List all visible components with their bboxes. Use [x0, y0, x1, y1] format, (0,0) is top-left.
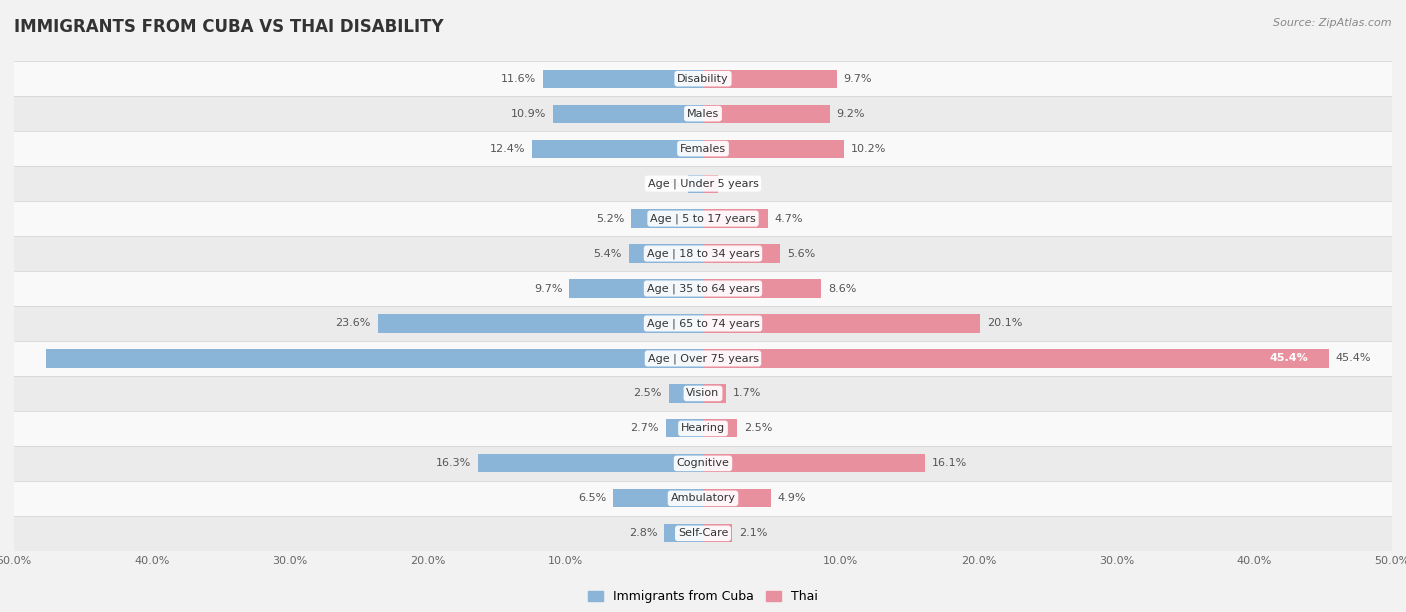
Bar — [628, 244, 703, 263]
Bar — [14, 166, 1392, 201]
Text: 2.5%: 2.5% — [633, 389, 662, 398]
Text: Ambulatory: Ambulatory — [671, 493, 735, 503]
Text: 11.6%: 11.6% — [501, 73, 536, 84]
Bar — [478, 454, 703, 472]
Text: 5.2%: 5.2% — [596, 214, 624, 223]
Bar — [14, 446, 1392, 481]
Text: 4.7%: 4.7% — [775, 214, 803, 223]
Bar — [14, 131, 1392, 166]
Bar — [14, 236, 1392, 271]
Legend: Immigrants from Cuba, Thai: Immigrants from Cuba, Thai — [583, 585, 823, 608]
Text: Age | 35 to 64 years: Age | 35 to 64 years — [647, 283, 759, 294]
Text: 16.3%: 16.3% — [436, 458, 471, 468]
Text: 6.5%: 6.5% — [578, 493, 606, 503]
Text: 9.7%: 9.7% — [844, 73, 872, 84]
Bar — [703, 315, 980, 332]
Text: Males: Males — [688, 109, 718, 119]
Bar — [613, 489, 703, 507]
Text: 1.7%: 1.7% — [734, 389, 762, 398]
Text: 2.1%: 2.1% — [738, 528, 768, 539]
Bar — [666, 419, 703, 438]
Text: Age | Under 5 years: Age | Under 5 years — [648, 178, 758, 189]
Bar — [14, 61, 1392, 96]
Bar — [569, 280, 703, 297]
Text: 12.4%: 12.4% — [489, 144, 526, 154]
Bar — [703, 209, 768, 228]
Bar — [703, 489, 770, 507]
Bar — [703, 105, 830, 123]
Text: 1.1%: 1.1% — [725, 179, 754, 188]
Text: 9.2%: 9.2% — [837, 109, 865, 119]
Text: Self-Care: Self-Care — [678, 528, 728, 539]
Bar — [688, 174, 703, 193]
Bar — [703, 454, 925, 472]
Text: Source: ZipAtlas.com: Source: ZipAtlas.com — [1274, 18, 1392, 28]
Bar — [665, 524, 703, 542]
Bar — [703, 174, 718, 193]
Bar — [14, 376, 1392, 411]
Text: 5.4%: 5.4% — [593, 248, 621, 258]
Text: 9.7%: 9.7% — [534, 283, 562, 294]
Text: 4.9%: 4.9% — [778, 493, 806, 503]
Bar — [703, 524, 733, 542]
Text: 16.1%: 16.1% — [932, 458, 967, 468]
Text: Age | 18 to 34 years: Age | 18 to 34 years — [647, 248, 759, 259]
Text: 45.4%: 45.4% — [1336, 354, 1371, 364]
Text: Age | Over 75 years: Age | Over 75 years — [648, 353, 758, 364]
Text: 20.1%: 20.1% — [987, 318, 1022, 329]
Bar — [14, 306, 1392, 341]
Text: Cognitive: Cognitive — [676, 458, 730, 468]
Text: Females: Females — [681, 144, 725, 154]
Bar — [531, 140, 703, 158]
Bar — [14, 201, 1392, 236]
Bar — [669, 384, 703, 403]
Bar — [14, 516, 1392, 551]
Bar — [703, 384, 727, 403]
Text: Age | 5 to 17 years: Age | 5 to 17 years — [650, 214, 756, 224]
Text: 23.6%: 23.6% — [336, 318, 371, 329]
Bar — [631, 209, 703, 228]
Text: Disability: Disability — [678, 73, 728, 84]
Bar — [14, 481, 1392, 516]
Text: 10.9%: 10.9% — [510, 109, 546, 119]
Bar — [14, 341, 1392, 376]
Bar — [703, 280, 821, 297]
Bar — [703, 244, 780, 263]
Text: 2.5%: 2.5% — [744, 424, 773, 433]
Text: 45.4%: 45.4% — [1270, 354, 1308, 364]
Text: 8.6%: 8.6% — [828, 283, 856, 294]
Bar — [553, 105, 703, 123]
Bar — [378, 315, 703, 332]
Bar — [703, 70, 837, 88]
Bar — [46, 349, 703, 368]
Bar — [703, 419, 738, 438]
Text: 5.6%: 5.6% — [787, 248, 815, 258]
Bar — [543, 70, 703, 88]
Text: Hearing: Hearing — [681, 424, 725, 433]
Bar — [14, 271, 1392, 306]
Text: 2.7%: 2.7% — [630, 424, 659, 433]
Text: Vision: Vision — [686, 389, 720, 398]
Text: Age | 65 to 74 years: Age | 65 to 74 years — [647, 318, 759, 329]
Text: 10.2%: 10.2% — [851, 144, 886, 154]
Text: IMMIGRANTS FROM CUBA VS THAI DISABILITY: IMMIGRANTS FROM CUBA VS THAI DISABILITY — [14, 18, 444, 36]
Text: 1.1%: 1.1% — [652, 179, 681, 188]
Text: 2.8%: 2.8% — [628, 528, 658, 539]
Bar — [703, 140, 844, 158]
Bar — [14, 96, 1392, 131]
Bar — [14, 411, 1392, 446]
Bar — [703, 349, 1329, 368]
